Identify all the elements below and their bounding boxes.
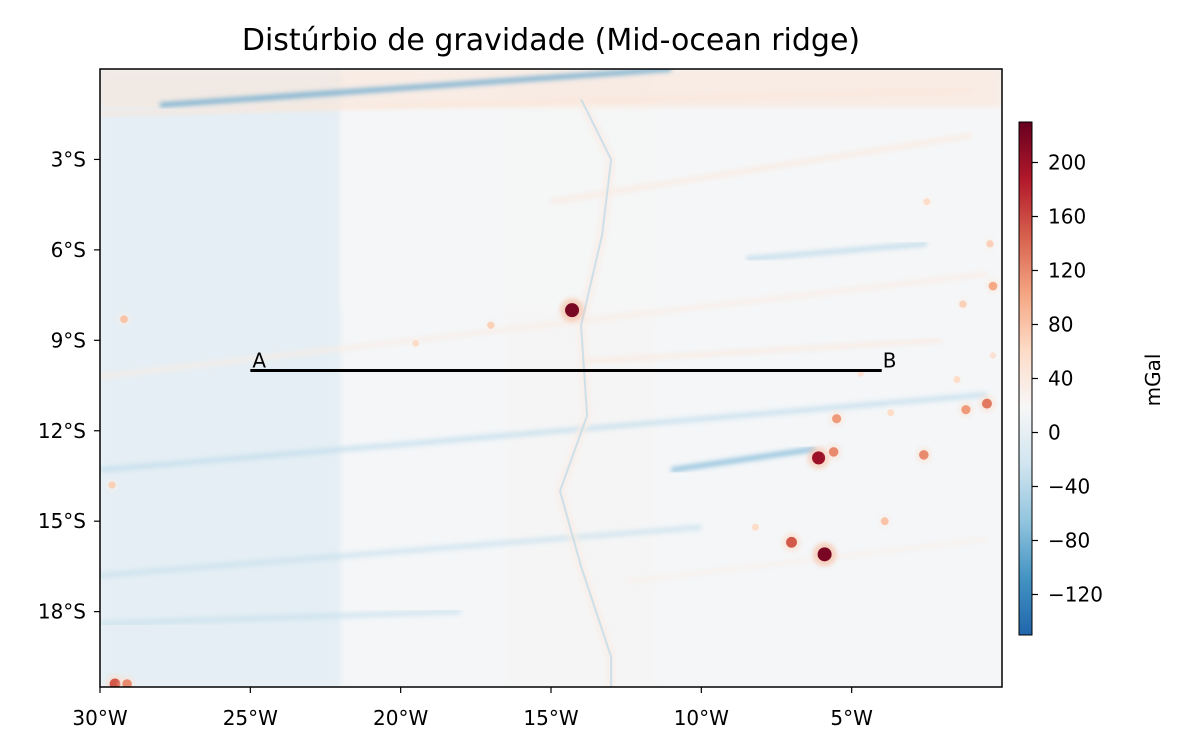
colorbar-tick-label: 200 xyxy=(1048,151,1086,175)
lon-tick-label: 5°W xyxy=(830,706,873,730)
seamount xyxy=(120,315,128,324)
seamount-layer xyxy=(105,195,1001,687)
colorbar-ticks: 200 160 120 80 40 0 −40 −80 −120 xyxy=(1032,151,1103,607)
fracture-zone xyxy=(580,337,943,364)
seamount xyxy=(986,240,994,248)
seamount xyxy=(752,523,759,531)
ridge-axis-valley xyxy=(558,98,613,687)
fracture-zone xyxy=(100,87,973,117)
seamount xyxy=(786,536,797,548)
seamount xyxy=(981,398,992,409)
colorbar-label: mGal xyxy=(1141,354,1165,407)
seamount xyxy=(989,352,997,359)
colorbar-tick-label: −40 xyxy=(1048,475,1090,499)
seamount xyxy=(565,303,580,318)
fracture-zone xyxy=(670,446,816,473)
lon-tick-label: 10°W xyxy=(674,706,729,730)
fracture-zone xyxy=(550,132,973,205)
colorbar-tick-label: 0 xyxy=(1048,421,1061,445)
seamount xyxy=(961,405,971,415)
lon-tick-label: 25°W xyxy=(223,706,278,730)
lon-tick-label: 20°W xyxy=(373,706,428,730)
map-title: Distúrbio de gravidade (Mid-ocean ridge) xyxy=(242,23,860,58)
colorbar: 200 160 120 80 40 0 −40 −80 −120 mGal xyxy=(1018,121,1165,636)
seamount xyxy=(412,339,420,347)
lon-tick-label: 15°W xyxy=(523,706,578,730)
seamount xyxy=(832,414,842,424)
colorbar-tick-label: −120 xyxy=(1048,583,1103,607)
seamount xyxy=(109,678,121,687)
seamount xyxy=(880,517,889,526)
western-low-zone xyxy=(100,69,341,687)
fracture-zone xyxy=(100,524,702,578)
seamount xyxy=(817,547,832,562)
northeast-high-zone xyxy=(340,108,1002,311)
profile-start-label: A xyxy=(252,348,266,372)
seamount xyxy=(919,450,929,460)
colorbar-tick-label: 40 xyxy=(1048,367,1073,391)
fracture-zone xyxy=(746,241,928,262)
lon-tick-label: 30°W xyxy=(72,706,127,730)
seamount xyxy=(828,447,839,457)
fracture-zone xyxy=(159,69,672,108)
lat-tick-label: 3°S xyxy=(51,147,86,171)
latitude-axis: 3°S 6°S 9°S 12°S 15°S 18°S xyxy=(38,147,100,624)
seamount xyxy=(988,281,998,291)
profile-end-label: B xyxy=(883,348,897,372)
seamount xyxy=(812,451,826,465)
lat-tick-label: 9°S xyxy=(51,328,86,352)
colorbar-gradient xyxy=(1018,121,1033,636)
map-panel: A B 30°W 25°W 20°W 15°W 10°W 5°W 3°S 6°S 9°S 12°… xyxy=(38,68,1003,730)
colorbar-tick-label: 160 xyxy=(1048,205,1086,229)
fracture-zone xyxy=(100,392,988,473)
lat-tick-label: 18°S xyxy=(38,600,86,624)
ridge-axis-layer xyxy=(555,97,616,687)
linear-features xyxy=(100,69,988,627)
colorbar-tick-label: 120 xyxy=(1048,259,1086,283)
seamount xyxy=(487,321,495,329)
fracture-zone xyxy=(100,271,988,379)
seamount xyxy=(953,376,961,383)
seamount xyxy=(108,481,116,489)
lat-tick-label: 15°S xyxy=(38,509,86,533)
colorbar-tick-label: −80 xyxy=(1048,529,1090,553)
fracture-zone xyxy=(625,536,988,584)
fracture-zone xyxy=(100,609,461,627)
colorbar-tick-label: 80 xyxy=(1048,313,1073,337)
longitude-axis: 30°W 25°W 20°W 15°W 10°W 5°W xyxy=(72,687,873,730)
seamount xyxy=(887,409,895,417)
lat-tick-label: 12°S xyxy=(38,419,86,443)
seamount xyxy=(923,198,931,206)
seamount xyxy=(122,679,132,687)
seamount xyxy=(959,300,967,308)
lat-tick-label: 6°S xyxy=(51,238,86,262)
